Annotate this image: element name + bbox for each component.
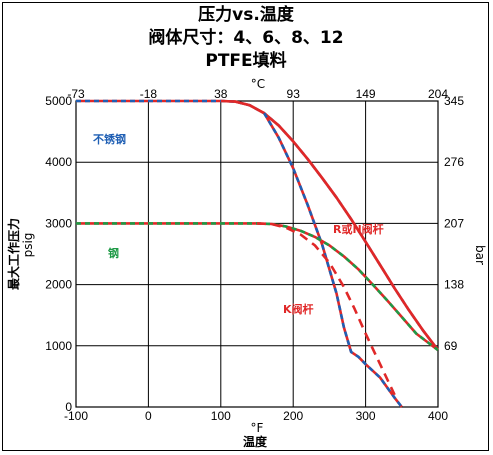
x-top-axis-unit: °C: [251, 77, 265, 91]
y-right-tick-label: 138: [444, 278, 464, 292]
y-right-tick-label: 345: [444, 94, 464, 108]
x-axis-title: 温度: [243, 434, 268, 449]
x-top-tick-label: 38: [214, 87, 228, 101]
series-annotation: K阀杆: [283, 302, 314, 316]
y-tick-label: 5000: [45, 94, 72, 108]
x-top-tick-label: -73: [67, 87, 85, 101]
series-line: [263, 112, 403, 408]
y-right-tick-label: 276: [444, 155, 464, 169]
y-tick-label: 1000: [45, 339, 72, 353]
x-tick-label: 100: [211, 409, 231, 423]
x-tick-label: 0: [145, 409, 152, 423]
x-tick-label: 200: [283, 409, 303, 423]
chart-title-line: PTFE填料: [205, 50, 286, 71]
y-tick-label: 3000: [45, 216, 72, 230]
y-tick-label: 4000: [45, 155, 72, 169]
y-right-axis-unit: bar: [473, 245, 487, 265]
chart-title-line: 压力vs.温度: [198, 4, 295, 25]
chart-title-line: 阀体尺寸：4、6、8、12: [148, 27, 343, 48]
y-axis-unit: psig: [21, 233, 35, 258]
y-tick-label: 0: [65, 400, 72, 414]
x-top-tick-label: 149: [356, 87, 376, 101]
x-tick-label: -100: [64, 409, 88, 423]
plot-border: [75, 100, 439, 408]
y-axis-title: 最大工作压力: [6, 218, 21, 290]
x-tick-label: 400: [428, 409, 448, 423]
y-right-tick-label: 69: [444, 339, 458, 353]
x-tick-label: 300: [356, 409, 376, 423]
x-top-tick-label: -18: [140, 87, 158, 101]
x-top-tick-label: 93: [287, 87, 301, 101]
y-right-tick-label: 207: [444, 216, 464, 230]
series-annotation: R或N阀杆: [333, 222, 384, 236]
y-tick-label: 2000: [45, 278, 72, 292]
series-annotation: 钢: [108, 246, 119, 260]
plot-area: [76, 101, 438, 407]
x-top-tick-label: 204: [428, 87, 448, 101]
chart-frame: [2, 2, 489, 451]
series-annotation: 不锈钢: [93, 132, 126, 146]
x-axis-unit: °F: [251, 421, 264, 435]
series-line: [220, 99, 440, 351]
